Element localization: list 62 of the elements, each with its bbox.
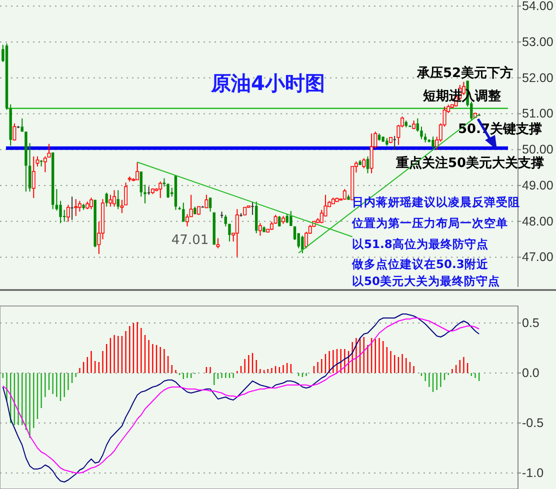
candlestick: [182, 202, 185, 222]
y-tick-label: 50.00: [522, 142, 554, 157]
candlestick: [20, 118, 24, 132]
candlestick: [370, 132, 374, 174]
candlestick: [70, 196, 74, 220]
y-tick-label: 52.00: [522, 70, 554, 85]
candlestick: [393, 135, 396, 150]
candlestick: [420, 126, 423, 140]
candlestick: [112, 190, 116, 208]
candlestick: [301, 235, 304, 254]
y-tick-label: 53.00: [522, 34, 554, 49]
candlestick: [28, 142, 32, 192]
y-tick-label: 49.00: [522, 178, 554, 192]
candlestick: [105, 192, 108, 208]
y-tick-label: 51.00: [522, 106, 554, 121]
candlestick: [342, 188, 346, 200]
candlestick: [362, 158, 366, 169]
candlestick: [144, 184, 146, 204]
candlestick: [59, 200, 62, 224]
candlestick: [32, 156, 36, 199]
y-tick-label: 54.00: [522, 0, 554, 14]
candlestick: [278, 215, 281, 227]
y-tick-label: 0.5: [522, 316, 540, 330]
candlestick: [208, 197, 212, 212]
y-tick-label: -0.5: [522, 416, 544, 430]
y-tick-label: -1.0: [522, 466, 544, 480]
text: 原油4小时图: [210, 71, 325, 95]
annotation: 以51.8高位为最终防守点: [352, 237, 488, 251]
candlestick: [12, 122, 16, 142]
candlestick: [235, 208, 239, 258]
candlestick: [108, 194, 112, 208]
y-tick-label: 0.0: [522, 366, 540, 380]
candlestick: [78, 200, 82, 212]
candlestick: [136, 162, 140, 180]
candlestick: [228, 223, 231, 242]
candlestick: [204, 194, 208, 209]
candlestick: [224, 214, 227, 227]
candlestick: [166, 182, 170, 199]
candlestick: [147, 186, 150, 196]
candlestick: [66, 204, 70, 222]
candlestick: [251, 201, 254, 216]
candlestick: [320, 209, 324, 224]
candlestick: [89, 197, 93, 210]
y-tick-label: 47.00: [522, 250, 554, 264]
candlestick: [290, 210, 292, 227]
candlestick: [158, 181, 162, 199]
candlestick: [43, 156, 47, 173]
candlestick: [366, 156, 370, 174]
annotation: 日内蒋妍瑶建议以凌晨反弹受阻: [352, 195, 520, 209]
candlestick: [140, 170, 143, 198]
annotation: 做多点位建议在50.3附近: [351, 257, 490, 271]
annotation: 承压52美元下方: [416, 65, 514, 81]
candlestick: [432, 136, 434, 149]
annotation: 47.01: [171, 233, 209, 248]
candlestick: [258, 222, 262, 236]
y-tick-label: 48.00: [522, 214, 554, 228]
candlestick: [74, 198, 78, 216]
candlestick: [216, 238, 220, 249]
annotation: 位置为第一压力布局一次空单: [351, 216, 508, 230]
candlestick: [116, 190, 120, 210]
annotation: 以50美元大关为最终防守点: [352, 274, 500, 288]
candlestick: [416, 118, 419, 132]
